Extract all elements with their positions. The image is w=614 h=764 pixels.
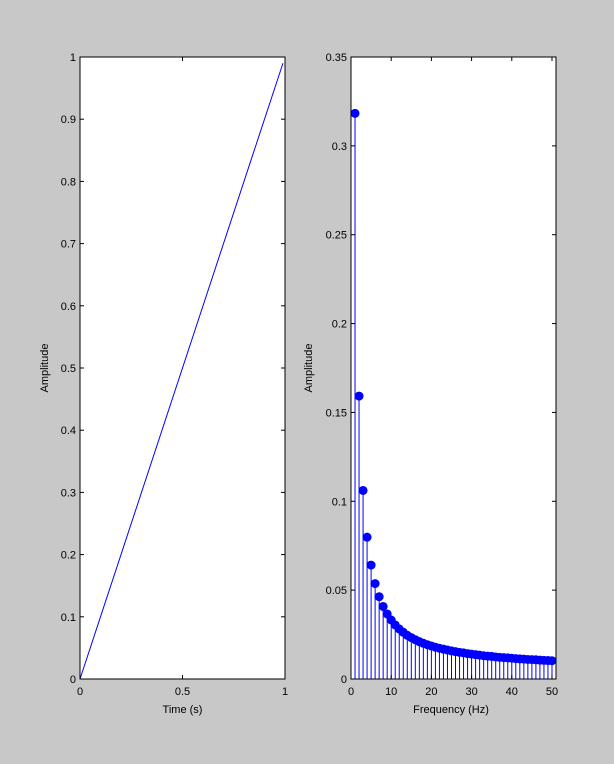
y-tick-label: 0.3 bbox=[332, 141, 347, 153]
frequency-plot-frame bbox=[350, 56, 557, 680]
y-tick-label: 0.9 bbox=[61, 114, 76, 126]
stem-marker bbox=[370, 579, 380, 589]
frequency-plot-xlabel: Frequency (Hz) bbox=[413, 704, 489, 716]
stem-marker bbox=[382, 609, 392, 619]
y-tick-label: 0.5 bbox=[61, 363, 76, 375]
time-plot-ylabel: Amplitude bbox=[39, 344, 51, 393]
y-tick-label: 0.6 bbox=[61, 301, 76, 313]
y-tick-label: 0.25 bbox=[326, 230, 347, 242]
y-tick-label: 0.2 bbox=[332, 319, 347, 331]
frequency-plot-marks bbox=[350, 108, 557, 679]
x-tick-label: 40 bbox=[506, 686, 518, 698]
x-tick-label: 20 bbox=[425, 686, 437, 698]
stem-marker bbox=[354, 391, 364, 401]
y-tick-label: 0.05 bbox=[326, 585, 347, 597]
y-tick-label: 1 bbox=[70, 52, 76, 64]
y-tick-label: 0.4 bbox=[61, 425, 76, 437]
y-tick-label: 0.8 bbox=[61, 176, 76, 188]
y-tick-label: 0.2 bbox=[61, 550, 76, 562]
stem-marker bbox=[358, 485, 368, 495]
time-plot-marks bbox=[79, 63, 284, 680]
signal-line bbox=[79, 63, 284, 680]
x-tick-label: 1 bbox=[282, 686, 288, 698]
y-tick-label: 0.7 bbox=[61, 239, 76, 251]
y-tick-label: 0.3 bbox=[61, 487, 76, 499]
x-tick-label: 50 bbox=[546, 686, 558, 698]
stem-marker bbox=[366, 560, 376, 570]
frequency-plot-ticks: 0 10 20 30 40 50 0 0.05 0.1 0.15 0.2 0.25 0.3 0.35 bbox=[326, 52, 559, 698]
time-plot-ticks: 0 0.5 1 0 0.1 0.2 0.3 0.4 0.5 0.6 0.7 0.8 0.9 1 bbox=[61, 52, 288, 698]
y-tick-label: 0 bbox=[341, 674, 347, 686]
frequency-plot-axes: 0 10 20 30 40 50 0 0.05 0.1 0.15 0.2 0.25 0.3 0.35 Fr… bbox=[303, 52, 558, 716]
y-tick-label: 0.1 bbox=[332, 496, 347, 508]
frequency-plot-ylabel: Amplitude bbox=[303, 344, 315, 393]
y-tick-label: 0 bbox=[70, 674, 76, 686]
stem-marker bbox=[378, 601, 388, 611]
stem-marker bbox=[547, 656, 557, 666]
stem-marker bbox=[374, 592, 384, 602]
stem-marker bbox=[350, 108, 360, 118]
x-tick-label: 30 bbox=[465, 686, 477, 698]
frequency-plot-area bbox=[351, 57, 556, 679]
time-plot-xlabel: Time (s) bbox=[163, 704, 203, 716]
x-tick-label: 0 bbox=[77, 686, 83, 698]
x-tick-label: 0.5 bbox=[175, 686, 190, 698]
y-tick-label: 0.35 bbox=[326, 52, 347, 64]
stem-marker bbox=[362, 532, 372, 542]
y-tick-label: 0.15 bbox=[326, 407, 347, 419]
time-plot-axes: 0 0.5 1 0 0.1 0.2 0.3 0.4 0.5 0.6 0.7 0.8 0.9 1 Time … bbox=[39, 52, 288, 716]
y-tick-label: 0.1 bbox=[61, 612, 76, 624]
x-tick-label: 10 bbox=[385, 686, 397, 698]
x-tick-label: 0 bbox=[348, 686, 354, 698]
